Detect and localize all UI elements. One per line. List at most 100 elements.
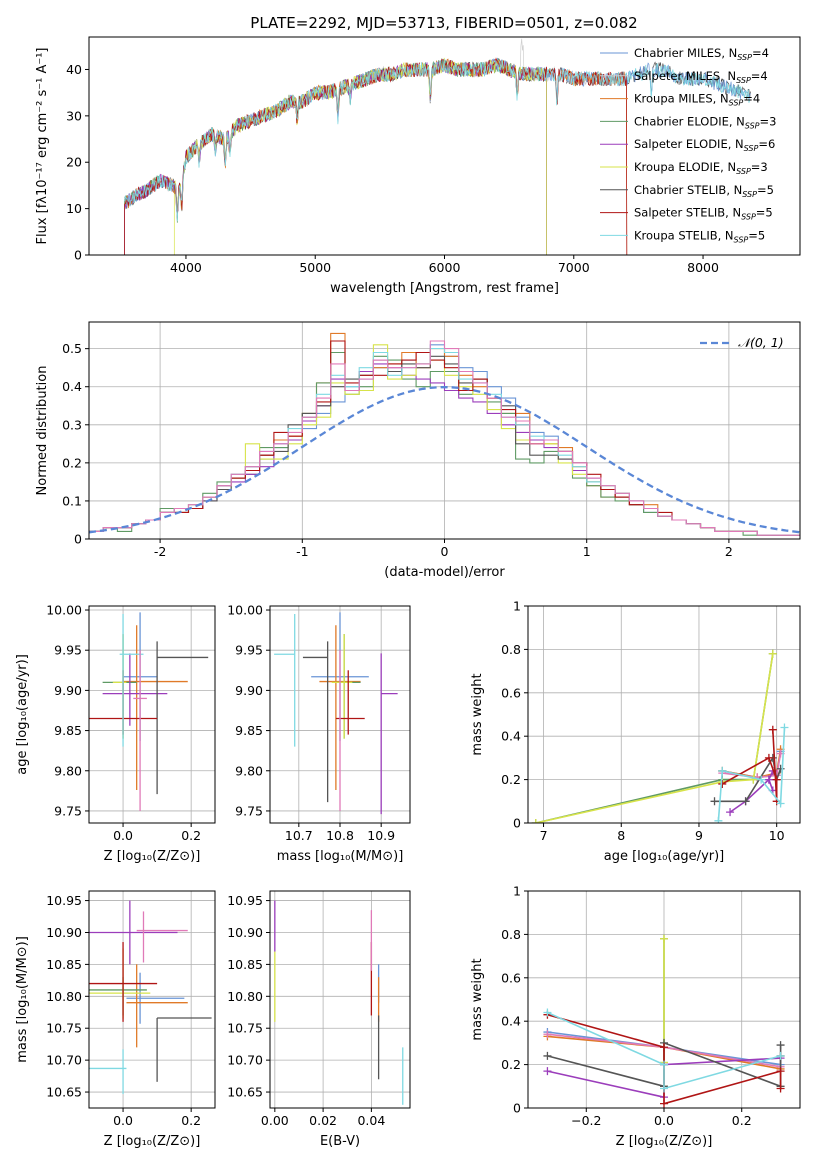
y-tick-label: 10.90: [227, 925, 263, 940]
legend-label: Salpeter STELIB, NSSP=5: [634, 206, 773, 222]
y-tick-label: 9.85: [235, 723, 263, 738]
weight-marker: [776, 1051, 785, 1060]
plot-area: [124, 38, 751, 255]
y-tick-label: 0: [513, 816, 521, 831]
weight-marker: [543, 1008, 552, 1017]
y-tick-label: 9.85: [54, 723, 82, 738]
y-tick-label: 0.2: [501, 1057, 521, 1072]
y-tick-label: 10.00: [227, 603, 263, 618]
y-axis-label: Flux [fλ10⁻¹⁷ erg cm⁻² s⁻¹ A⁻¹]: [35, 48, 50, 245]
axes-frame: [527, 605, 801, 824]
legend-label: Kroupa ELODIE, NSSP=3: [634, 160, 768, 176]
weight-marker: [776, 1084, 785, 1093]
x-tick-label: 0.0: [654, 1113, 674, 1128]
x-tick-label: -1: [296, 544, 308, 559]
x-tick-label: 0.02: [309, 1113, 337, 1128]
y-axis-label: mass weight: [470, 673, 485, 755]
weight-marker: [749, 775, 758, 784]
x-tick-label: 6000: [429, 260, 461, 275]
y-tick-label: 0.4: [62, 379, 82, 394]
age-vs-Z-panel: 0.0 0.2 9.75 9.80 9.85 9.90 9.95 10.00 Z [log₁₀(…: [15, 603, 216, 864]
y-tick-label: 0: [74, 248, 82, 263]
weight-vs-age-panel: 7 8 9 10 0 0.2 0.4 0.6 0.8 1 age [log₁₀(age/yr)] ma…: [470, 599, 801, 864]
normal-curve: [89, 385, 800, 534]
x-tick-label: 5000: [299, 260, 331, 275]
y-tick-label: 10.65: [46, 1085, 82, 1100]
weight-marker: [660, 1043, 668, 1052]
y-tick-label: 9.95: [54, 643, 82, 658]
x-tick-label: 0.00: [261, 1113, 289, 1128]
axes-frame: [88, 321, 801, 540]
weight-marker: [718, 766, 727, 775]
x-tick-label: 4000: [170, 260, 202, 275]
x-axis-label: mass [log₁₀(M/M⊙)]: [277, 849, 404, 864]
spectrum-panel: 4000 5000 6000 7000 8000 0 10 20 30 40 wavelength …: [35, 36, 801, 296]
y-axis-label: age [log₁₀(age/yr)]: [15, 654, 30, 775]
y-tick-label: 9.75: [54, 803, 82, 818]
x-tick-label: 0.2: [181, 1113, 201, 1128]
y-tick-label: 10.95: [46, 893, 82, 908]
x-axis-label: E(B-V): [320, 1134, 360, 1149]
weight-vs-Z-panel: −0.2 0.0 0.2 0 0.2 0.4 0.6 0.8 1 Z [log₁₀(Z/Z⊙)] m…: [470, 884, 801, 1149]
y-tick-label: 10.80: [46, 989, 82, 1004]
plot-area: [543, 934, 785, 1108]
x-tick-label: 0.0: [113, 828, 133, 843]
y-axis-label: Normed distribution: [35, 366, 50, 496]
weight-marker: [660, 934, 668, 943]
y-tick-label: 10.80: [227, 989, 263, 1004]
legend-label: Chabrier STELIB, NSSP=5: [634, 183, 774, 199]
plot-area: [89, 900, 212, 1094]
y-tick-label: 0.8: [501, 642, 521, 657]
y-tick-label: 0.6: [501, 970, 521, 985]
x-tick-label: 7000: [558, 260, 590, 275]
y-tick-label: 10: [66, 201, 82, 216]
weight-marker: [772, 775, 781, 784]
y-tick-label: 0.6: [501, 685, 521, 700]
legend-label: Chabrier ELODIE, NSSP=3: [634, 114, 776, 130]
weight-marker: [531, 819, 540, 823]
age-vs-mass-panel: 10.7 10.8 10.9 9.75 9.80 9.85 9.90 9.95 10.00 mas…: [227, 603, 411, 864]
y-tick-label: 9.90: [235, 683, 263, 698]
x-tick-label: 0.04: [357, 1113, 385, 1128]
x-tick-label: 0.0: [113, 1113, 133, 1128]
weight-marker: [776, 799, 785, 808]
y-tick-label: 10.65: [227, 1085, 263, 1100]
weight-marker: [726, 808, 735, 817]
y-tick-label: 0: [74, 532, 82, 547]
y-tick-label: 20: [66, 155, 82, 170]
plot-area: [531, 649, 789, 823]
y-tick-label: 9.90: [54, 683, 82, 698]
y-tick-label: 0.2: [501, 772, 521, 787]
weight-marker: [764, 775, 773, 784]
weight-marker: [543, 1030, 552, 1039]
y-tick-label: 0.4: [501, 729, 521, 744]
y-tick-label: 10.00: [46, 603, 82, 618]
x-tick-label: 10.7: [285, 828, 313, 843]
legend-label: Chabrier MILES, NSSP=4: [634, 46, 769, 62]
weight-marker: [543, 1051, 552, 1060]
x-tick-label: 8: [617, 828, 625, 843]
weight-marker: [768, 725, 777, 734]
x-tick-label: 2: [725, 544, 733, 559]
mass-vs-Z-panel: 0.0 0.2 10.65 10.70 10.75 10.80 10.85 10.90 10.9…: [15, 890, 216, 1149]
weight-marker: [757, 775, 766, 784]
weight-marker: [776, 764, 785, 773]
x-axis-label: wavelength [Angstrom, rest frame]: [330, 281, 559, 296]
y-tick-label: 10.75: [227, 1021, 263, 1036]
axes-frame: [527, 890, 801, 1109]
x-axis-label: Z [log₁₀(Z/Z⊙)]: [104, 849, 201, 864]
y-tick-label: 9.75: [235, 803, 263, 818]
x-tick-label: 10.9: [367, 828, 395, 843]
axes-frame: [269, 890, 411, 1109]
y-tick-label: 0.4: [501, 1014, 521, 1029]
y-tick-label: 0: [513, 1101, 521, 1116]
y-tick-label: 9.95: [235, 643, 263, 658]
weight-marker: [776, 1041, 785, 1050]
y-tick-label: 10.70: [46, 1053, 82, 1068]
weight-marker: [741, 797, 750, 806]
y-tick-label: 10.95: [227, 893, 263, 908]
weight-line: [547, 1011, 781, 1090]
axes-frame: [88, 890, 216, 1109]
legend-label: Kroupa STELIB, NSSP=5: [634, 228, 765, 244]
